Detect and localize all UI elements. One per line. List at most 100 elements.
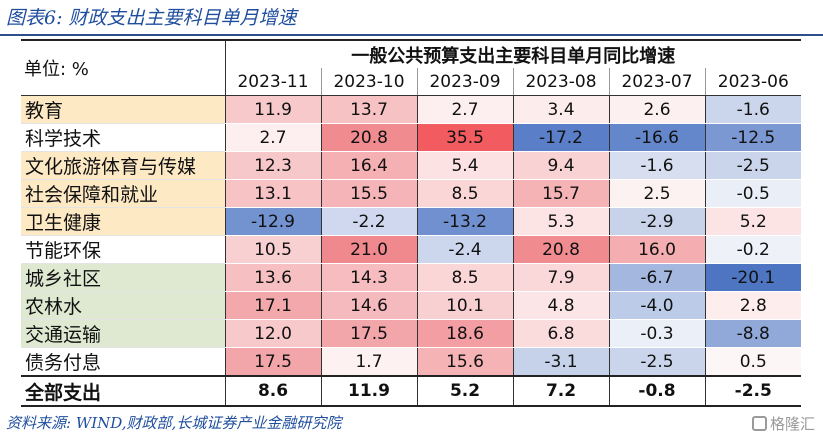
source-note: 资料来源: WIND,财政部,长城证券产业金融研究院: [6, 414, 342, 432]
table-row: 节能环保 10.5 21.0 -2.4 20.8 16.0 -0.2: [21, 235, 802, 264]
table-cell: -0.2: [704, 235, 802, 264]
table-cell: -1.6: [608, 151, 705, 180]
table-cell: 6.8: [512, 319, 609, 348]
row-label: 卫生健康: [21, 207, 225, 236]
table-cell: 15.5: [320, 179, 417, 208]
month-header: 2023-06: [704, 68, 802, 96]
table-cell: 17.1: [224, 291, 321, 320]
total-cell: -2.5: [704, 375, 802, 407]
table-cell: 20.8: [320, 123, 417, 152]
table-cell: 13.6: [224, 263, 321, 292]
header-row-months: 2023-11 2023-10 2023-09 2023-08 2023-07 2023-…: [21, 68, 802, 96]
table-row: 农林水 17.1 14.6 10.1 4.8 -4.0 2.8: [21, 291, 802, 320]
table-cell: -4.0: [608, 291, 705, 320]
row-label: 社会保障和就业: [21, 179, 225, 208]
table-cell: -1.6: [704, 95, 802, 124]
table-cell: -0.3: [608, 319, 705, 348]
title-divider: [0, 34, 823, 36]
total-cell: 8.6: [224, 375, 321, 407]
row-label: 债务付息: [21, 347, 225, 377]
total-row: 全部支出 8.6 11.9 5.2 7.2 -0.8 -2.5: [21, 375, 802, 407]
table-cell: 7.9: [512, 263, 609, 292]
table-cell: 2.8: [704, 291, 802, 320]
month-header: 2023-10: [320, 68, 417, 96]
unit-label: 单位: %: [21, 39, 225, 96]
table-cell: -3.1: [512, 347, 609, 377]
table-cell: 8.5: [416, 263, 513, 292]
table-row: 社会保障和就业 13.1 15.5 8.5 15.7 2.5 -0.5: [21, 179, 802, 208]
table-cell: -17.2: [512, 123, 609, 152]
table-body: 教育 11.9 13.7 2.7 3.4 2.6 -1.6 科学技术 2.7 20.8 35.5 -1…: [21, 95, 802, 407]
table-cell: 1.7: [320, 347, 417, 377]
row-label: 节能环保: [21, 235, 225, 264]
table-cell: 2.5: [608, 179, 705, 208]
header-row-group: 单位: % 一般公共预算支出主要科目单月同比增速: [21, 39, 802, 96]
table-cell: 14.6: [320, 291, 417, 320]
table-cell: 16.4: [320, 151, 417, 180]
table-row: 交通运输 12.0 17.5 18.6 6.8 -0.3 -8.8: [21, 319, 802, 348]
table-cell: 16.0: [608, 235, 705, 264]
table-cell: 5.3: [512, 207, 609, 236]
watermark-text: 格隆汇: [769, 414, 815, 433]
table-row: 文化旅游体育与传媒 12.3 16.4 5.4 9.4 -1.6 -2.5: [21, 151, 802, 180]
table-cell: 17.5: [320, 319, 417, 348]
table-cell: 17.5: [224, 347, 321, 377]
table-cell: 5.4: [416, 151, 513, 180]
table-cell: -8.8: [704, 319, 802, 348]
table-cell: -0.5: [704, 179, 802, 208]
month-header: 2023-11: [224, 68, 321, 96]
watermark-logo-icon: [751, 415, 767, 431]
table-cell: 20.8: [512, 235, 609, 264]
table-cell: 5.2: [704, 207, 802, 236]
table-cell: 2.6: [608, 95, 705, 124]
table-cell: 9.4: [512, 151, 609, 180]
table-cell: 15.7: [512, 179, 609, 208]
row-label: 文化旅游体育与传媒: [21, 151, 225, 180]
table-cell: 13.7: [320, 95, 417, 124]
table-cell: 21.0: [320, 235, 417, 264]
total-cell: 7.2: [512, 375, 609, 407]
month-header: 2023-08: [512, 68, 609, 96]
table-row: 教育 11.9 13.7 2.7 3.4 2.6 -1.6: [21, 95, 802, 124]
table-cell: 13.1: [224, 179, 321, 208]
total-cell: 5.2: [416, 375, 513, 407]
table-cell: 10.1: [416, 291, 513, 320]
table-cell: -20.1: [704, 263, 802, 292]
month-header: 2023-07: [608, 68, 705, 96]
table-row: 卫生健康 -12.9 -2.2 -13.2 5.3 -2.9 5.2: [21, 207, 802, 236]
growth-table: 单位: % 一般公共预算支出主要科目单月同比增速 2023-11 2023-10 2…: [21, 39, 802, 407]
row-label: 交通运输: [21, 319, 225, 348]
table-cell: 14.3: [320, 263, 417, 292]
table-cell: -2.5: [608, 347, 705, 377]
table-cell: -2.2: [320, 207, 417, 236]
chart-title: 图表6: 财政支出主要科目单月增速: [6, 7, 297, 29]
group-header: 一般公共预算支出主要科目单月同比增速: [224, 39, 802, 68]
table-cell: -12.5: [704, 123, 802, 152]
table-cell: 10.5: [224, 235, 321, 264]
table-cell: 0.5: [704, 347, 802, 377]
row-label: 教育: [21, 95, 225, 124]
total-cell: -0.8: [608, 375, 705, 407]
table-cell: 35.5: [416, 123, 513, 152]
row-label: 科学技术: [21, 123, 225, 152]
table-cell: 8.5: [416, 179, 513, 208]
table-cell: 18.6: [416, 319, 513, 348]
table-cell: -2.9: [608, 207, 705, 236]
table-cell: -2.4: [416, 235, 513, 264]
table-cell: 11.9: [224, 95, 321, 124]
table-cell: -16.6: [608, 123, 705, 152]
total-cell: 11.9: [320, 375, 417, 407]
table-row: 城乡社区 13.6 14.3 8.5 7.9 -6.7 -20.1: [21, 263, 802, 292]
row-label: 农林水: [21, 291, 225, 320]
table-cell: 2.7: [224, 123, 321, 152]
table-cell: -13.2: [416, 207, 513, 236]
table-cell: 15.6: [416, 347, 513, 377]
table-row: 科学技术 2.7 20.8 35.5 -17.2 -16.6 -12.5: [21, 123, 802, 152]
table-cell: -6.7: [608, 263, 705, 292]
watermark: 格隆汇: [751, 412, 815, 434]
table-row: 债务付息 17.5 1.7 15.6 -3.1 -2.5 0.5: [21, 347, 802, 377]
table-cell: 12.0: [224, 319, 321, 348]
table-cell: 2.7: [416, 95, 513, 124]
table-cell: -2.5: [704, 151, 802, 180]
month-header: 2023-09: [416, 68, 513, 96]
